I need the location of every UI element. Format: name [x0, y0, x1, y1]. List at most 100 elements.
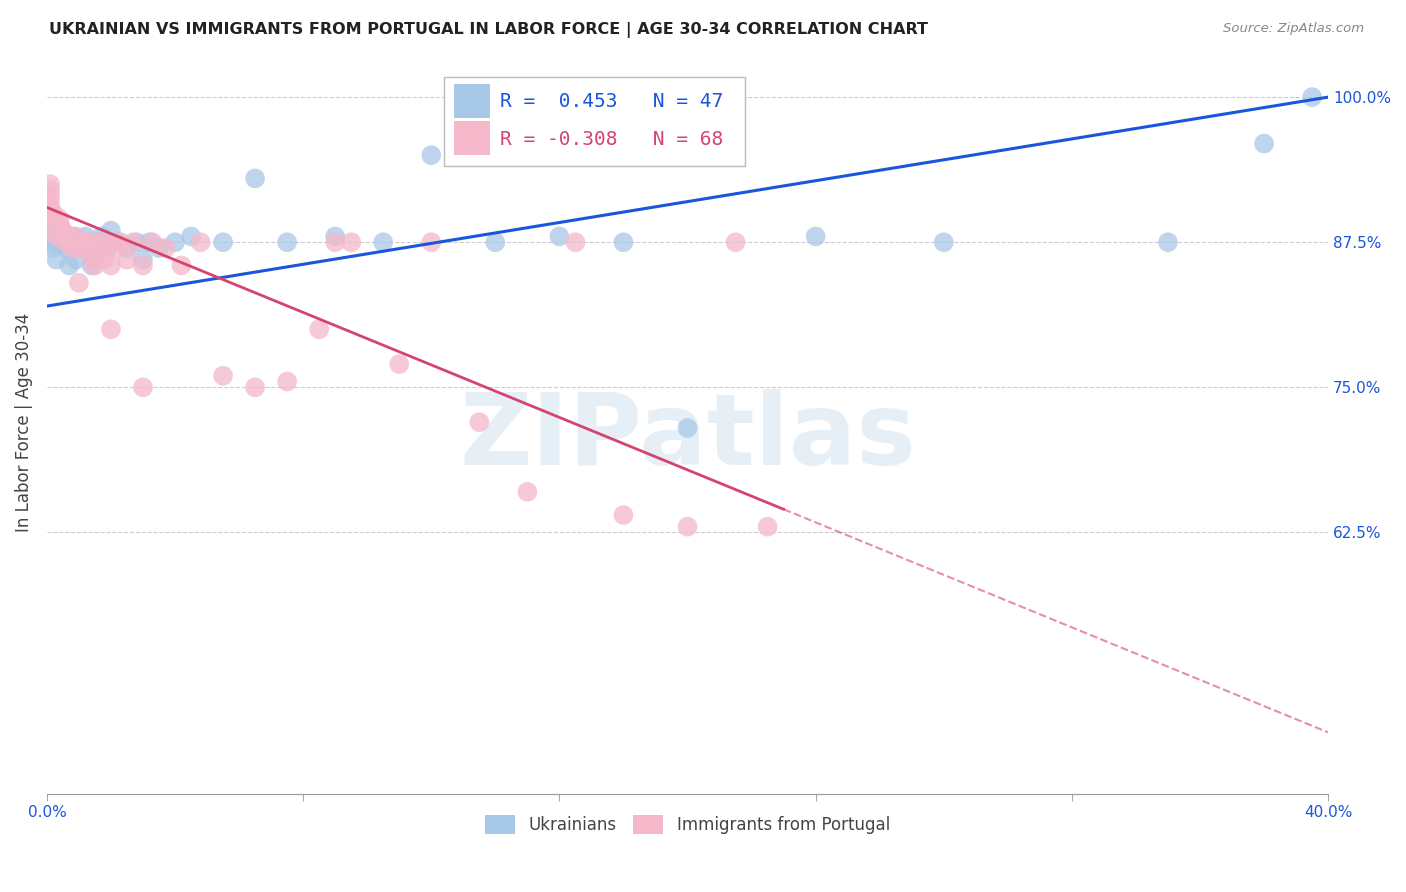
Point	[155, 241, 177, 255]
Point	[58, 229, 80, 244]
Point	[212, 368, 235, 383]
Point	[163, 235, 186, 250]
Text: Source: ZipAtlas.com: Source: ZipAtlas.com	[1223, 22, 1364, 36]
Point	[77, 235, 100, 250]
Point	[62, 241, 84, 255]
Point	[80, 259, 103, 273]
Point	[1157, 235, 1180, 250]
Point	[373, 235, 395, 250]
Point	[516, 484, 538, 499]
Point	[100, 259, 122, 273]
Point	[243, 380, 266, 394]
Point	[45, 224, 67, 238]
Point	[39, 229, 62, 244]
Point	[468, 415, 491, 429]
Point	[75, 229, 97, 244]
Point	[67, 235, 90, 250]
Point	[45, 229, 67, 244]
Point	[115, 241, 138, 255]
Point	[484, 235, 506, 250]
Point	[103, 235, 125, 250]
FancyBboxPatch shape	[444, 77, 745, 166]
Point	[105, 241, 128, 255]
Point	[420, 148, 443, 162]
Point	[276, 375, 298, 389]
Point	[132, 252, 155, 267]
Point	[70, 241, 93, 255]
Point	[420, 235, 443, 250]
Point	[1301, 90, 1323, 104]
Point	[190, 235, 212, 250]
Point	[55, 235, 77, 250]
Point	[70, 235, 93, 250]
Point	[804, 229, 827, 244]
Point	[132, 380, 155, 394]
Point	[42, 212, 65, 227]
Point	[39, 183, 62, 197]
Legend: Ukrainians, Immigrants from Portugal: Ukrainians, Immigrants from Portugal	[478, 808, 897, 841]
Point	[100, 322, 122, 336]
Point	[52, 224, 75, 238]
Point	[48, 218, 70, 232]
Text: ZIPatlas: ZIPatlas	[460, 389, 915, 485]
Point	[75, 241, 97, 255]
Point	[93, 252, 115, 267]
Point	[97, 241, 120, 255]
Point	[58, 259, 80, 273]
Point	[100, 224, 122, 238]
Point	[276, 235, 298, 250]
Point	[340, 235, 363, 250]
Point	[62, 229, 84, 244]
Point	[612, 508, 634, 522]
Point	[212, 235, 235, 250]
Point	[42, 206, 65, 220]
Point	[45, 252, 67, 267]
Point	[39, 206, 62, 220]
Point	[67, 241, 90, 255]
Point	[724, 235, 747, 250]
Point	[42, 229, 65, 244]
Point	[77, 241, 100, 255]
Point	[115, 252, 138, 267]
Point	[39, 201, 62, 215]
Point	[138, 235, 160, 250]
Point	[84, 252, 107, 267]
Point	[323, 229, 346, 244]
Point	[308, 322, 330, 336]
Point	[67, 235, 90, 250]
Point	[97, 235, 120, 250]
Point	[39, 194, 62, 209]
Point	[148, 241, 170, 255]
Point	[55, 229, 77, 244]
Point	[52, 235, 75, 250]
Text: R = -0.308   N = 68: R = -0.308 N = 68	[501, 130, 724, 149]
Point	[65, 229, 87, 244]
Point	[676, 421, 699, 435]
Point	[531, 90, 554, 104]
Point	[67, 235, 90, 250]
Point	[90, 229, 112, 244]
Point	[132, 259, 155, 273]
Point	[243, 171, 266, 186]
Point	[548, 229, 571, 244]
Point	[42, 241, 65, 255]
Point	[548, 90, 571, 104]
Point	[756, 519, 779, 533]
Bar	[454, 121, 491, 154]
Point	[125, 235, 148, 250]
Point	[80, 252, 103, 267]
Point	[39, 177, 62, 191]
Point	[55, 241, 77, 255]
Y-axis label: In Labor Force | Age 30-34: In Labor Force | Age 30-34	[15, 312, 32, 532]
Point	[388, 357, 411, 371]
Point	[67, 276, 90, 290]
Point	[581, 90, 603, 104]
Point	[39, 189, 62, 203]
Point	[110, 235, 132, 250]
Point	[52, 229, 75, 244]
Point	[122, 235, 145, 250]
Point	[84, 235, 107, 250]
Bar	[454, 84, 491, 118]
Point	[105, 235, 128, 250]
Point	[90, 235, 112, 250]
